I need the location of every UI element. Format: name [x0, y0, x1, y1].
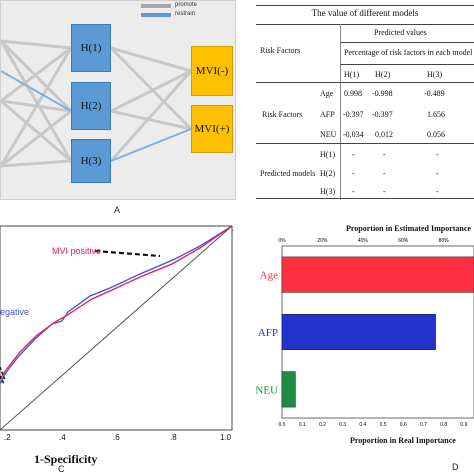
- chart-xlabel: Proportion in Real Importance: [350, 436, 456, 445]
- bottom-tick-label: 0.4: [359, 422, 366, 428]
- row-pm-h2-c2: -: [383, 169, 386, 178]
- row-pm-h1-c1: -: [352, 150, 355, 159]
- caption-c: C: [58, 464, 65, 474]
- hidden-node-h2: H(2): [71, 82, 111, 130]
- roc-tick-2: .6: [113, 433, 120, 442]
- roc-tick-4: 1.0: [220, 433, 232, 442]
- group-risk-factors: Risk Factors: [262, 110, 303, 119]
- output-node-mvi-positive: MVI(+): [191, 105, 233, 153]
- panel-a-network: H(1) H(2) H(3) MVI(-) MVI(+) promote res…: [0, 0, 236, 200]
- row-age-h3: -0.489: [424, 89, 445, 98]
- category-label-afp: AFP: [258, 327, 278, 339]
- bar-age: [281, 256, 474, 293]
- top-tick-label: 0%: [278, 238, 286, 244]
- percentage-subheader: Percentage of risk factors in each model: [344, 48, 473, 57]
- chart-title: Proportion in Estimated Importance: [346, 224, 471, 233]
- bottom-tick-label: 0.5: [380, 422, 387, 428]
- category-label-age: Age: [260, 270, 278, 282]
- hidden-node-h1: H(1): [71, 24, 111, 72]
- roc-curve-negative: [0, 225, 233, 385]
- roc-tick-3: .8: [170, 433, 177, 442]
- table-title: The value of different models: [311, 8, 419, 18]
- bar-afp: [281, 313, 436, 351]
- bottom-tick-label: 0.3: [339, 422, 346, 428]
- row-age-label: Age: [320, 89, 334, 98]
- row-afp-h1: -0.397: [343, 110, 364, 119]
- bottom-axis-ticks: 0.0 0.1 0.2 0.3 0.4 0.5 0.6 0.7 0.8 0.9: [279, 422, 468, 428]
- row-neu-h1: -0.034: [343, 130, 364, 139]
- row-pm-h3-label: H(3): [320, 187, 336, 196]
- panel-b-table: The value of different models Predicted …: [256, 0, 474, 200]
- bottom-tick-label: 0.9: [460, 422, 467, 428]
- group-predicted-models: Predicted models: [260, 169, 316, 178]
- roc-x-ticks: .2 .4 .6 .8 1.0: [4, 433, 232, 442]
- col-h1: H(1): [344, 70, 360, 79]
- col-h3: H(3): [427, 70, 443, 79]
- bottom-tick-label: 0.6: [400, 422, 407, 428]
- row-neu-h3: 0.056: [427, 130, 445, 139]
- bottom-tick-label: 0.1: [299, 422, 306, 428]
- caption-d: D: [452, 462, 459, 472]
- output-node-mvi-negative: MVI(-): [191, 46, 233, 96]
- predicted-values-header: Predicted values: [374, 28, 427, 37]
- importance-chart: 0% 20% 40% 60% 80% Age AFP NEU 0.0 0.1 0.2 0.3 0.4…: [255, 238, 474, 428]
- category-label-neu: NEU: [255, 384, 278, 396]
- roc-xlabel: 1-Specificity: [34, 452, 98, 466]
- row-pm-h3-c2: -: [383, 187, 386, 196]
- legend-restrain-label: restrain: [175, 11, 196, 17]
- label-mvi-negative: egative: [0, 307, 29, 317]
- bar-neu: [281, 371, 296, 408]
- negative-arrow: [0, 366, 6, 385]
- top-axis-ticks: 0% 20% 40% 60% 80%: [278, 238, 449, 244]
- roc-chart: MVI positive egative - .2 .4 .6 .8 1.0: [0, 225, 234, 442]
- roc-reference-line: [0, 225, 233, 431]
- label-mvi-positive: MVI positive: [52, 246, 101, 256]
- top-tick-label: 60%: [398, 238, 409, 244]
- roc-tick-1: .4: [59, 433, 66, 442]
- row-afp-h3: 1.656: [427, 110, 445, 119]
- legend-restrain-swatch: [141, 13, 171, 17]
- bottom-tick-label: 0.0: [279, 422, 286, 428]
- row-pm-h2-c3: -: [436, 169, 439, 178]
- network-connections: [1, 39, 193, 168]
- hidden-node-h3: H(3): [71, 139, 111, 183]
- top-tick-label: 40%: [358, 238, 369, 244]
- row-pm-h1-c2: -: [383, 150, 386, 159]
- row-pm-h3-c1: -: [352, 187, 355, 196]
- top-tick-label: 80%: [439, 238, 450, 244]
- bottom-tick-label: 0.7: [420, 422, 427, 428]
- positive-arrow: [94, 249, 161, 258]
- row-pm-h2-c1: -: [352, 169, 355, 178]
- row-neu-h2: 0.012: [375, 130, 393, 139]
- row-afp-label: AFP: [320, 110, 335, 119]
- row-age-h1: 0.998: [344, 89, 362, 98]
- legend-promote-label: promote: [175, 2, 198, 8]
- bottom-tick-label: 0.2: [319, 422, 326, 428]
- row-pm-h3-c3: -: [436, 187, 439, 196]
- bars: Age AFP NEU: [255, 256, 474, 408]
- connection-lines: [1, 39, 193, 168]
- roc-tick-top: -: [232, 228, 234, 234]
- row-neu-label: NEU: [320, 130, 337, 139]
- restrain-lines: [1, 70, 192, 162]
- row-afp-h2: -0.397: [372, 110, 393, 119]
- top-tick-label: 20%: [317, 238, 328, 244]
- roc-tick-0: .2: [4, 433, 11, 442]
- row-pm-h1-c3: -: [436, 150, 439, 159]
- row-pm-h1-label: H(1): [320, 150, 336, 159]
- row-age-h2: -0.998: [372, 89, 393, 98]
- row-pm-h2-label: H(2): [320, 169, 336, 178]
- roc-curve-positive: [0, 225, 233, 380]
- panel-d-importance: Proportion in Estimated Importance 0% 20%…: [246, 224, 474, 474]
- legend-promote-swatch: [141, 4, 171, 8]
- risk-factors-header: Risk Factors: [260, 46, 301, 55]
- bottom-tick-label: 0.8: [440, 422, 447, 428]
- col-h2: H(2): [375, 70, 391, 79]
- caption-a: A: [114, 205, 121, 215]
